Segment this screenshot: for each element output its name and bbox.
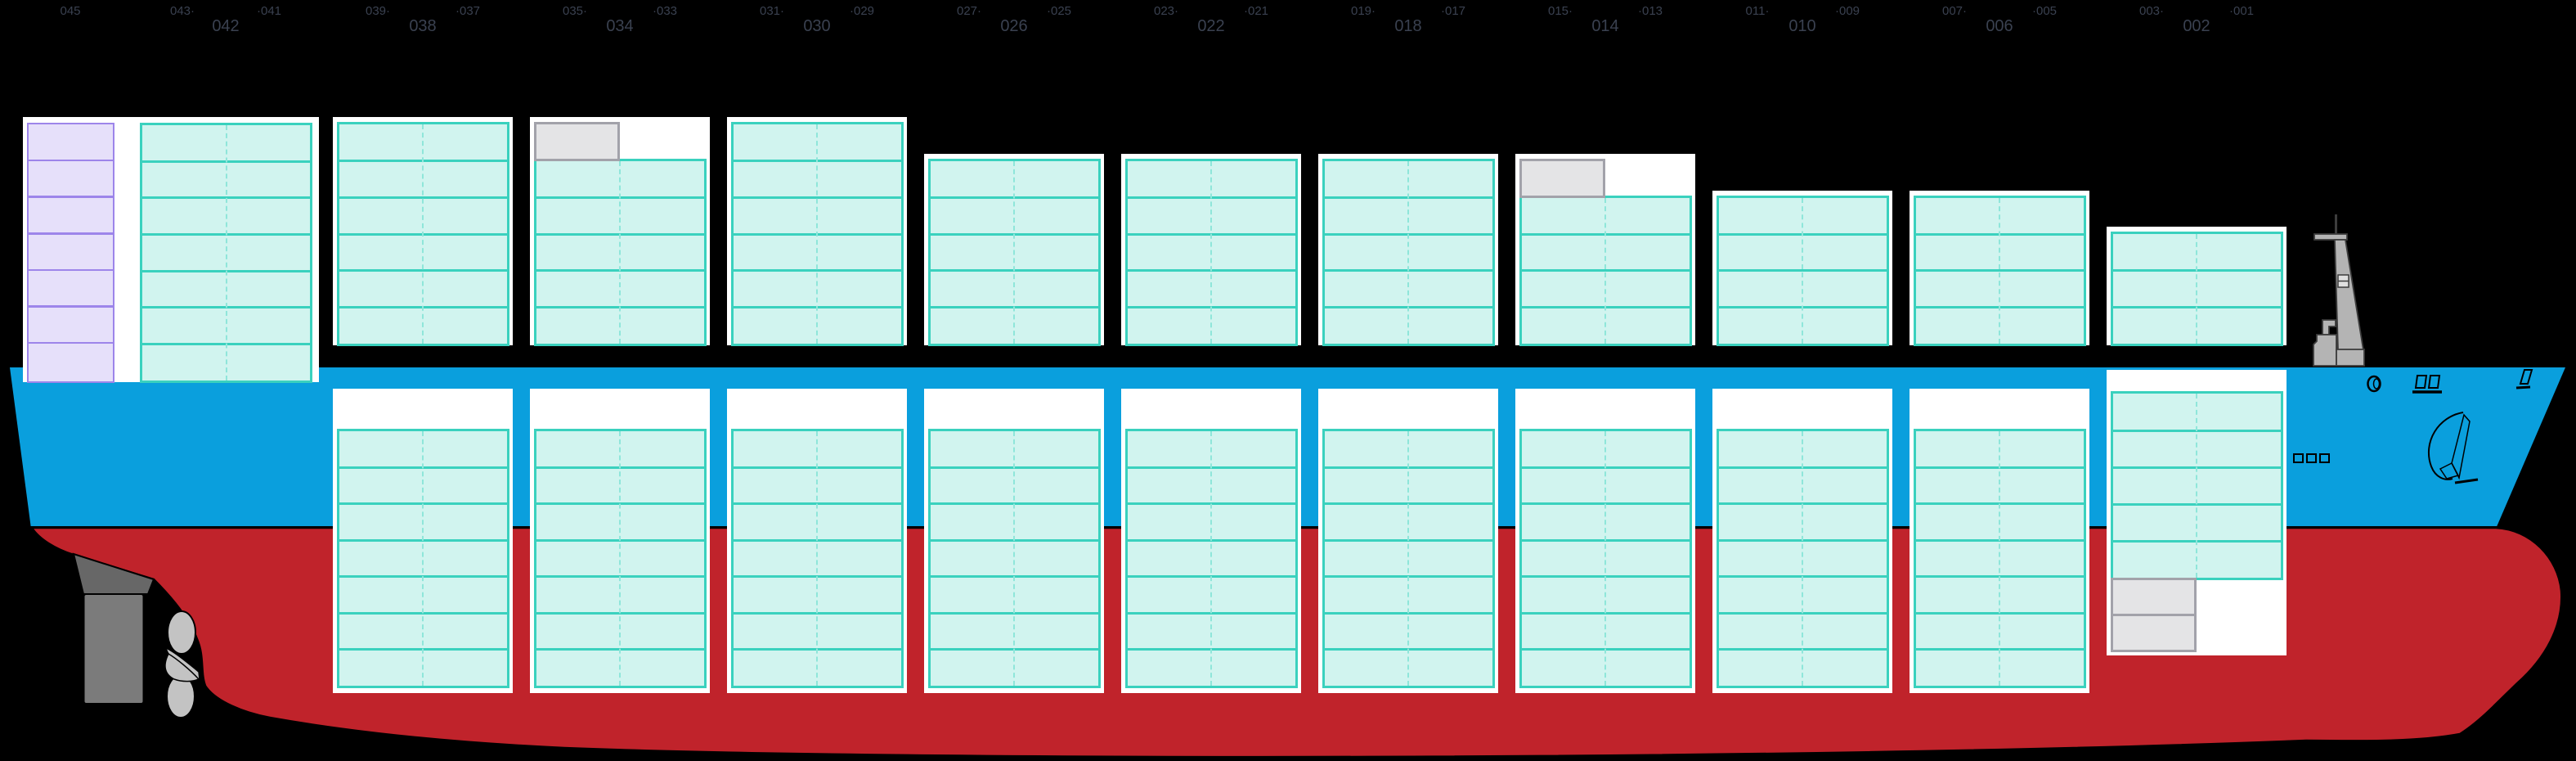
bay-center-divider [619, 161, 621, 344]
bay-number-label: 027· [956, 4, 982, 18]
bay-number-label: 039· [365, 4, 391, 18]
bay-center-divider [1802, 197, 1803, 344]
bay-number-label: 015· [1547, 4, 1573, 18]
bay-number-label: 006 [1986, 17, 2013, 35]
porthole-icon [2367, 375, 2381, 393]
bay-number-label: 010 [1788, 17, 1816, 35]
above-deck-bay-034[interactable] [533, 159, 707, 346]
bay-center-divider [1802, 431, 1803, 686]
above-deck-bay-002[interactable] [2110, 232, 2283, 346]
bay-number-label: 031· [759, 4, 785, 18]
bay-center-divider [1407, 161, 1409, 344]
blocked-slot-hold-002[interactable] [2110, 614, 2197, 652]
under-deck-bay-002[interactable] [2110, 391, 2283, 580]
bay-center-divider [1013, 431, 1015, 686]
blocked-slot-034[interactable] [533, 122, 620, 161]
bay-number-label: ·017 [1440, 4, 1466, 18]
purple-slot-column-042-tier-line [29, 159, 113, 162]
bay-center-divider [1604, 197, 1606, 344]
bay-number-label: ·025 [1046, 4, 1072, 18]
under-deck-bay-022[interactable] [1124, 429, 1298, 688]
rudder [72, 552, 155, 705]
bay-number-label: ·005 [2031, 4, 2058, 18]
above-deck-bay-010[interactable] [1716, 195, 1889, 346]
bay-center-divider [2196, 394, 2197, 578]
bay-number-label: ·021 [1243, 4, 1269, 18]
bay-number-label: 035· [562, 4, 588, 18]
bay-number-label: 018 [1394, 17, 1422, 35]
bay-number-label: ·037 [455, 4, 481, 18]
foremast [2313, 214, 2365, 367]
under-deck-bay-026[interactable] [927, 429, 1101, 688]
above-deck-bay-026[interactable] [927, 159, 1101, 346]
bay-number-label: 003· [2138, 4, 2165, 18]
bay-number-label: ·033 [652, 4, 678, 18]
blocked-slot-hold-002[interactable] [2110, 578, 2197, 616]
under-deck-bay-018[interactable] [1322, 429, 1495, 688]
propeller [164, 610, 200, 718]
bridge-window-marks [2412, 369, 2533, 394]
bay-number-label: ·013 [1637, 4, 1663, 18]
bay-center-divider [1604, 431, 1606, 686]
bay-number-label: 043· [169, 4, 195, 18]
bay-number-label: 019· [1350, 4, 1376, 18]
bay-number-label: 022 [1197, 17, 1225, 35]
under-deck-bay-038[interactable] [336, 429, 509, 688]
bay-number-label: 045 [60, 4, 81, 18]
bay-number-label: 042 [212, 17, 240, 35]
bay-number-label: ·001 [2228, 4, 2255, 18]
bay-center-divider [2196, 234, 2197, 344]
bay-center-divider [1999, 197, 2000, 344]
purple-slot-column-042-tier-line [29, 341, 113, 344]
under-deck-bay-034[interactable] [533, 429, 707, 688]
bay-center-divider [1999, 431, 2000, 686]
anchor-drawing [2427, 412, 2479, 484]
bay-number-label: 011· [1745, 4, 1770, 18]
under-deck-bay-014[interactable] [1519, 429, 1692, 688]
bay-number-label: 034 [606, 17, 634, 35]
bay-center-divider [816, 431, 818, 686]
purple-slot-column-042-tier-line [29, 196, 113, 198]
bay-number-label: ·009 [1834, 4, 1860, 18]
bay-center-divider [422, 124, 424, 344]
bay-number-label: 007· [1941, 4, 1968, 18]
bay-center-divider [1210, 161, 1212, 344]
purple-slot-column-042-tier-line [29, 268, 113, 272]
bay-center-divider [619, 431, 621, 686]
bay-center-divider [1210, 431, 1212, 686]
hull-opening-marks [2293, 453, 2330, 463]
bay-center-divider [1407, 431, 1409, 686]
bay-center-divider [816, 124, 818, 344]
bay-number-label: 023· [1153, 4, 1179, 18]
under-deck-bay-006[interactable] [1913, 429, 2086, 688]
above-deck-bay-030[interactable] [730, 122, 904, 346]
bay-number-label: ·029 [849, 4, 875, 18]
under-deck-bay-030[interactable] [730, 429, 904, 688]
blocked-slot-014[interactable] [1519, 159, 1605, 198]
above-deck-bay-006[interactable] [1913, 195, 2086, 346]
purple-slot-column-042[interactable] [27, 122, 114, 383]
above-deck-bay-038[interactable] [336, 122, 509, 346]
above-deck-bay-042[interactable] [140, 122, 312, 383]
above-deck-bay-014[interactable] [1519, 195, 1692, 346]
under-deck-bay-010[interactable] [1716, 429, 1889, 688]
purple-slot-column-042-tier-line [29, 305, 113, 308]
bay-number-label: 026 [1000, 17, 1028, 35]
bay-number-label: 014 [1591, 17, 1619, 35]
bay-center-divider [225, 124, 227, 380]
bay-number-label: 030 [803, 17, 831, 35]
above-deck-bay-018[interactable] [1322, 159, 1495, 346]
bay-number-label: ·041 [256, 4, 282, 18]
bay-center-divider [1013, 161, 1015, 344]
bay-center-divider [422, 431, 424, 686]
bay-number-label: 038 [409, 17, 437, 35]
purple-slot-column-042-tier-line [29, 232, 113, 235]
bay-number-label: 002 [2183, 17, 2210, 35]
above-deck-bay-022[interactable] [1124, 159, 1298, 346]
